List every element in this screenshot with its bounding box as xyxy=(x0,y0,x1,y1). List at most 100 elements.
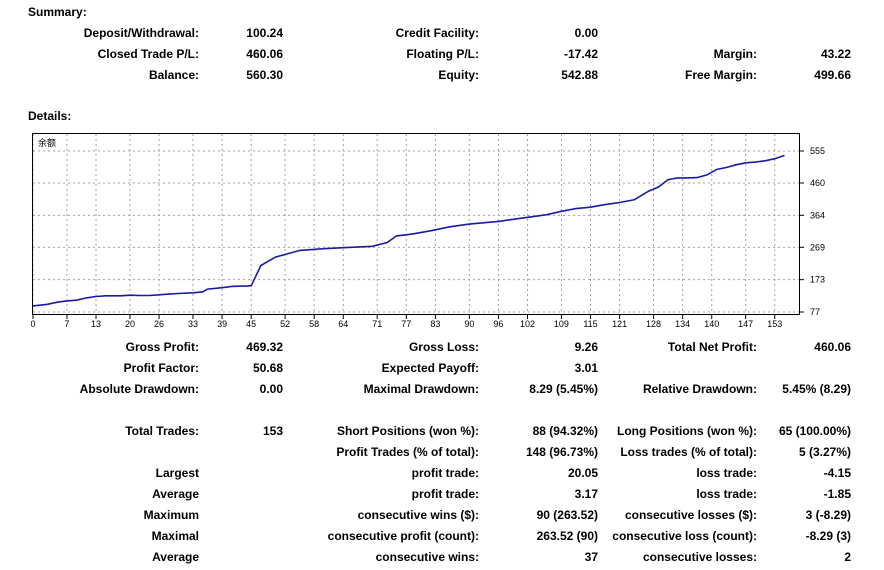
stats-row8-label-b: consecutive profit (count): xyxy=(327,529,479,543)
stats-row3-label-c: Long Positions (won %): xyxy=(617,424,757,438)
x-tick-label: 33 xyxy=(188,319,198,329)
x-tick-label: 83 xyxy=(430,319,440,329)
x-tick-label: 58 xyxy=(309,319,319,329)
stats-row0-label-a: Gross Profit: xyxy=(125,340,199,354)
chart-grid xyxy=(32,134,799,314)
stats-row2-label-a: Absolute Drawdown: xyxy=(79,382,199,396)
x-tick-label: 115 xyxy=(583,319,597,329)
x-tick-label: 102 xyxy=(520,319,535,329)
plot-frame xyxy=(32,133,800,315)
x-tick-label: 64 xyxy=(338,319,348,329)
x-tick-label: 96 xyxy=(493,319,503,329)
summary-row0-label-b: Credit Facility: xyxy=(395,26,479,40)
stats-row5-label-a: Largest xyxy=(155,466,199,480)
balance-series-line xyxy=(32,154,785,307)
summary-row0-label-a: Deposit/Withdrawal: xyxy=(83,26,199,40)
summary-row1-value-a: 460.06 xyxy=(246,47,283,61)
stats-row2-value-b: 8.29 (5.45%) xyxy=(529,382,598,396)
x-tick-label: 13 xyxy=(91,319,101,329)
stats-row8-label-c: consecutive loss (count): xyxy=(612,529,757,543)
x-tick-label: 121 xyxy=(612,319,627,329)
y-tick-label: 77 xyxy=(810,307,820,317)
stats-row4-label-b: Profit Trades (% of total): xyxy=(336,445,479,459)
y-tick-label: 364 xyxy=(810,210,825,220)
stats-row8-value-c: -8.29 (3) xyxy=(805,529,851,543)
x-tick-label: 134 xyxy=(675,319,690,329)
y-tick-label: 173 xyxy=(810,275,825,285)
summary-row1-value-b: -17.42 xyxy=(563,47,598,61)
stats-row3-label-b: Short Positions (won %): xyxy=(337,424,479,438)
stats-row8-label-a: Maximal xyxy=(151,529,199,543)
summary-title: Summary: xyxy=(28,5,87,19)
summary-row1-value-c: 43.22 xyxy=(820,47,851,61)
stats-row6-label-c: loss trade: xyxy=(696,487,757,501)
stats-row7-label-c: consecutive losses ($): xyxy=(624,508,757,522)
stats-row5-value-c: -4.15 xyxy=(823,466,851,480)
stats-row1-label-b: Expected Payoff: xyxy=(381,361,479,375)
x-tick-label: 140 xyxy=(704,319,719,329)
stats-row3-value-a: 153 xyxy=(262,424,283,438)
x-tick-label: 71 xyxy=(372,319,382,329)
summary-row2-value-a: 560.30 xyxy=(246,68,283,82)
summary-row2-label-c: Free Margin: xyxy=(684,68,757,82)
x-tick-label: 153 xyxy=(767,319,782,329)
stats-row9-label-a: Average xyxy=(152,550,199,564)
stats-row9-value-c: 2 xyxy=(844,550,851,564)
x-tick-label: 0 xyxy=(31,319,36,329)
stats-row7-label-b: consecutive wins ($): xyxy=(357,508,479,522)
x-tick-label: 109 xyxy=(554,319,569,329)
stats-row2-label-b: Maximal Drawdown: xyxy=(363,382,479,396)
details-title: Details: xyxy=(28,109,72,123)
stats-row2-value-a: 0.00 xyxy=(259,382,283,396)
stats-row3-label-a: Total Trades: xyxy=(125,424,199,438)
x-tick-label: 45 xyxy=(246,319,256,329)
stats-row6-value-b: 3.17 xyxy=(574,487,598,501)
summary-row0-value-b: 0.00 xyxy=(574,26,598,40)
summary-row2-value-b: 542.88 xyxy=(561,68,598,82)
stats-row5-value-b: 20.05 xyxy=(567,466,598,480)
x-tick-label: 90 xyxy=(464,319,474,329)
x-tick-label: 20 xyxy=(125,319,135,329)
stats-row0-label-b: Gross Loss: xyxy=(408,340,479,354)
stats-row6-label-b: profit trade: xyxy=(411,487,479,501)
stats-row8-value-b: 263.52 (90) xyxy=(536,529,598,543)
stats-row1-value-a: 50.68 xyxy=(252,361,283,375)
stats-row1-label-a: Profit Factor: xyxy=(123,361,199,375)
stats-row0-value-b: 9.26 xyxy=(574,340,598,354)
stats-row2-value-c: 5.45% (8.29) xyxy=(782,382,851,396)
stats-row4-value-b: 148 (96.73%) xyxy=(525,445,598,459)
x-tick-label: 7 xyxy=(64,319,69,329)
stats-row4-label-c: Loss trades (% of total): xyxy=(620,445,757,459)
y-tick-label: 460 xyxy=(810,178,825,188)
stats-row5-label-b: profit trade: xyxy=(411,466,479,480)
summary-row0-value-a: 100.24 xyxy=(246,26,283,40)
summary-row2-label-a: Balance: xyxy=(148,68,199,82)
summary-row1-label-b: Floating P/L: xyxy=(406,47,479,61)
stats-row7-label-a: Maximum xyxy=(143,508,199,522)
stats-row9-label-b: consecutive wins: xyxy=(375,550,479,564)
x-tick-label: 128 xyxy=(646,319,661,329)
summary-row1-label-a: Closed Trade P/L: xyxy=(97,47,199,61)
stats-row0-label-c: Total Net Profit: xyxy=(667,340,757,354)
y-tick-label: 269 xyxy=(810,242,825,252)
stats-row1-value-b: 3.01 xyxy=(574,361,598,375)
y-tick-label: 555 xyxy=(810,146,825,156)
stats-row2-label-c: Relative Drawdown: xyxy=(642,382,757,396)
stats-row5-label-c: loss trade: xyxy=(696,466,757,480)
stats-row9-label-c: consecutive losses: xyxy=(642,550,757,564)
stats-row3-value-b: 88 (94.32%) xyxy=(532,424,598,438)
stats-row7-value-b: 90 (263.52) xyxy=(536,508,598,522)
summary-row2-value-c: 499.66 xyxy=(814,68,851,82)
x-tick-label: 39 xyxy=(217,319,227,329)
summary-row2-label-b: Equity: xyxy=(438,68,479,82)
summary-row1-label-c: Margin: xyxy=(713,47,757,61)
chart-title: 余额 xyxy=(38,137,56,148)
stats-row9-value-b: 37 xyxy=(584,550,598,564)
stats-row3-value-c: 65 (100.00%) xyxy=(778,424,851,438)
stats-row0-value-a: 469.32 xyxy=(246,340,283,354)
x-tick-label: 52 xyxy=(280,319,290,329)
x-tick-label: 26 xyxy=(154,319,164,329)
stats-row6-value-c: -1.85 xyxy=(823,487,851,501)
balance-chart: 余额 77 173 269 364 460 555 0 7 13 20 26 33 39 45 52 58 6… xyxy=(31,133,825,329)
x-tick-label: 147 xyxy=(738,319,753,329)
